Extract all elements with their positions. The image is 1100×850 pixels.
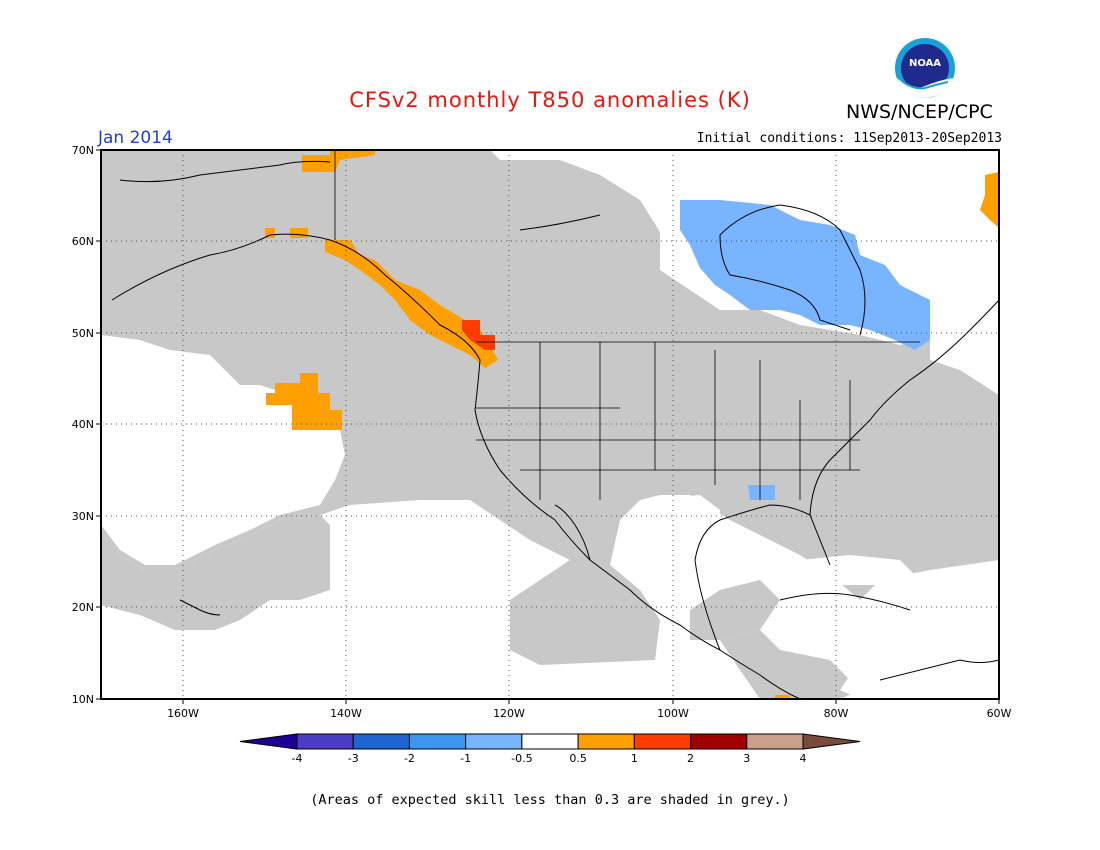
colorbar-bin: [746, 733, 804, 750]
axis-ticks: [96, 149, 1000, 704]
colorbar-tick-label: -4: [292, 752, 303, 765]
map-panel: 70N 60N 50N 40N 30N 20N 10N 160W 140W 12…: [72, 144, 1012, 720]
lon-label: 100W: [657, 707, 689, 720]
colorbar-bin: [296, 733, 354, 750]
latitude-labels: 70N 60N 50N 40N 30N 20N 10N: [72, 144, 94, 706]
noaa-logo-icon: NOAA: [895, 38, 955, 98]
colorbar-bin: [352, 733, 410, 750]
cold-anomaly-areas: [680, 200, 930, 500]
map-title: CFSv2 monthly T850 anomalies (K): [349, 88, 751, 112]
colorbar-tick-label: -3: [348, 752, 359, 765]
colorbar-tick-label: -2: [404, 752, 415, 765]
coastlines: [111, 160, 1000, 700]
lat-label: 40N: [72, 418, 94, 431]
lat-label: 60N: [72, 235, 94, 248]
colorbar-tick-label: 2: [687, 752, 694, 765]
lat-label: 10N: [72, 693, 94, 706]
footnote: (Areas of expected skill less than 0.3 a…: [310, 792, 790, 808]
colorbar-bin: [408, 733, 467, 750]
colorbar-tick-label: -1: [460, 752, 471, 765]
lon-label: 60W: [987, 707, 1012, 720]
noaa-logo-text: NOAA: [909, 58, 941, 69]
lat-label: 70N: [72, 144, 94, 157]
initial-conditions-label: Initial conditions: 11Sep2013-20Sep2013: [696, 131, 1002, 146]
colorbar-bin: [633, 733, 692, 750]
lat-label: 20N: [72, 601, 94, 614]
colorbar-tick-label: 0.5: [569, 752, 587, 765]
us-state-borders: [334, 150, 920, 500]
colorbar-tick-label: 1: [631, 752, 638, 765]
organization-label: NWS/NCEP/CPC: [846, 101, 993, 123]
lat-label: 50N: [72, 327, 94, 340]
lon-label: 120W: [493, 707, 525, 720]
colorbar-arrow-low: [239, 733, 298, 750]
valid-month-label: Jan 2014: [98, 128, 173, 148]
colorbar-bin: [577, 733, 635, 750]
longitude-labels: 160W 140W 120W 100W 80W 60W: [167, 707, 1011, 720]
colorbar-tick-label: 3: [743, 752, 750, 765]
colorbar-legend: -4 -3 -2 -1 -0.5 0.5 1 2 3 4: [239, 733, 861, 765]
strong-warm-anomaly-areas: [462, 320, 495, 350]
lat-label: 30N: [72, 510, 94, 523]
lon-label: 160W: [167, 707, 199, 720]
colorbar-arrow-high: [802, 733, 861, 750]
colorbar-bin: [465, 733, 523, 750]
low-skill-shading: [101, 150, 999, 699]
colorbar-bin: [690, 733, 748, 750]
colorbar-tick-label: 4: [800, 752, 807, 765]
colorbar-tick-label: -0.5: [511, 752, 532, 765]
colorbar-bin: [521, 733, 579, 750]
lon-label: 140W: [330, 707, 362, 720]
lon-label: 80W: [824, 707, 849, 720]
